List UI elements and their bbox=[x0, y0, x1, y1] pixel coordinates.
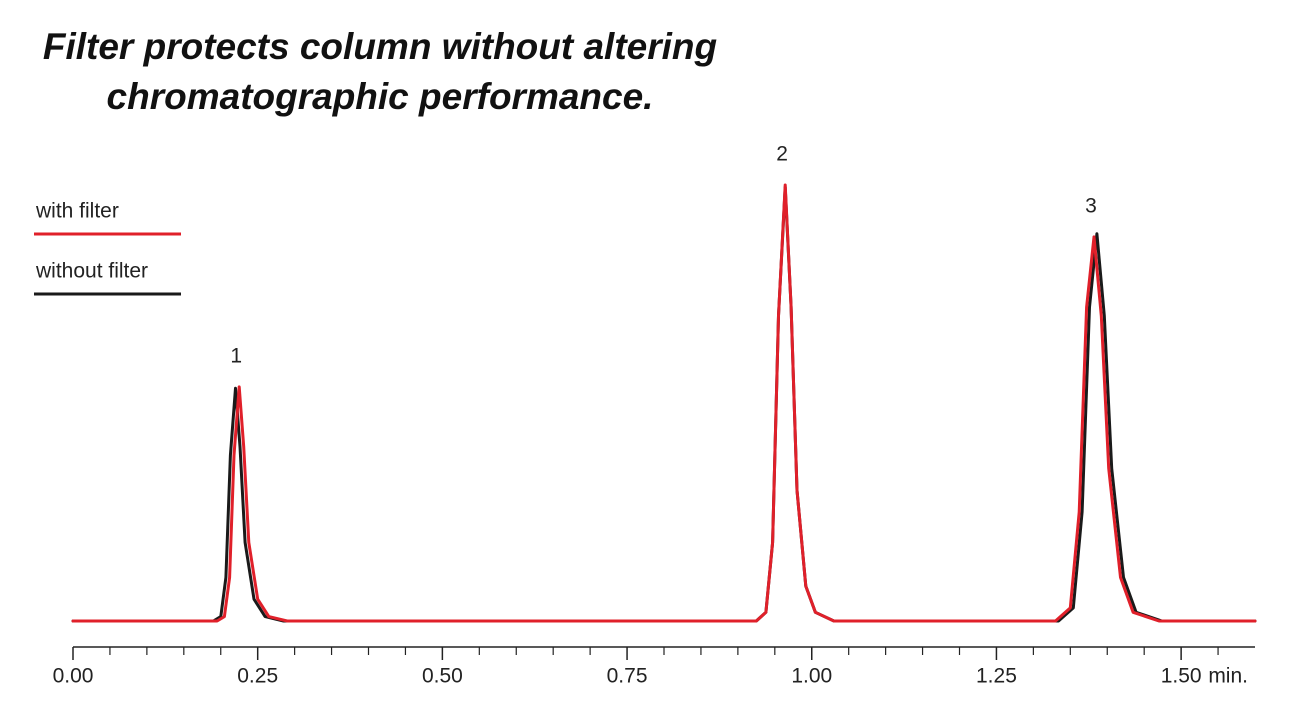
legend-label: with filter bbox=[35, 200, 119, 223]
x-tick-label: 0.25 bbox=[237, 665, 278, 688]
chart-title: Filter protects column without altering … bbox=[42, 26, 718, 117]
line-series bbox=[71, 183, 1257, 623]
x-tick-label: 1.25 bbox=[976, 665, 1017, 688]
x-tick-label: 1.00 bbox=[791, 665, 832, 688]
x-tick-label: 0.00 bbox=[53, 665, 94, 688]
x-tick-label: 0.75 bbox=[607, 665, 648, 688]
peak-label: 1 bbox=[230, 344, 242, 367]
peak-label: 3 bbox=[1085, 194, 1097, 217]
peak-label: 2 bbox=[776, 143, 788, 166]
x-tick-label: 1.50 bbox=[1161, 665, 1202, 688]
x-tick-label: 0.50 bbox=[422, 665, 463, 688]
legend-label: without filter bbox=[35, 260, 148, 283]
x-axis-label: min. bbox=[1208, 665, 1248, 688]
